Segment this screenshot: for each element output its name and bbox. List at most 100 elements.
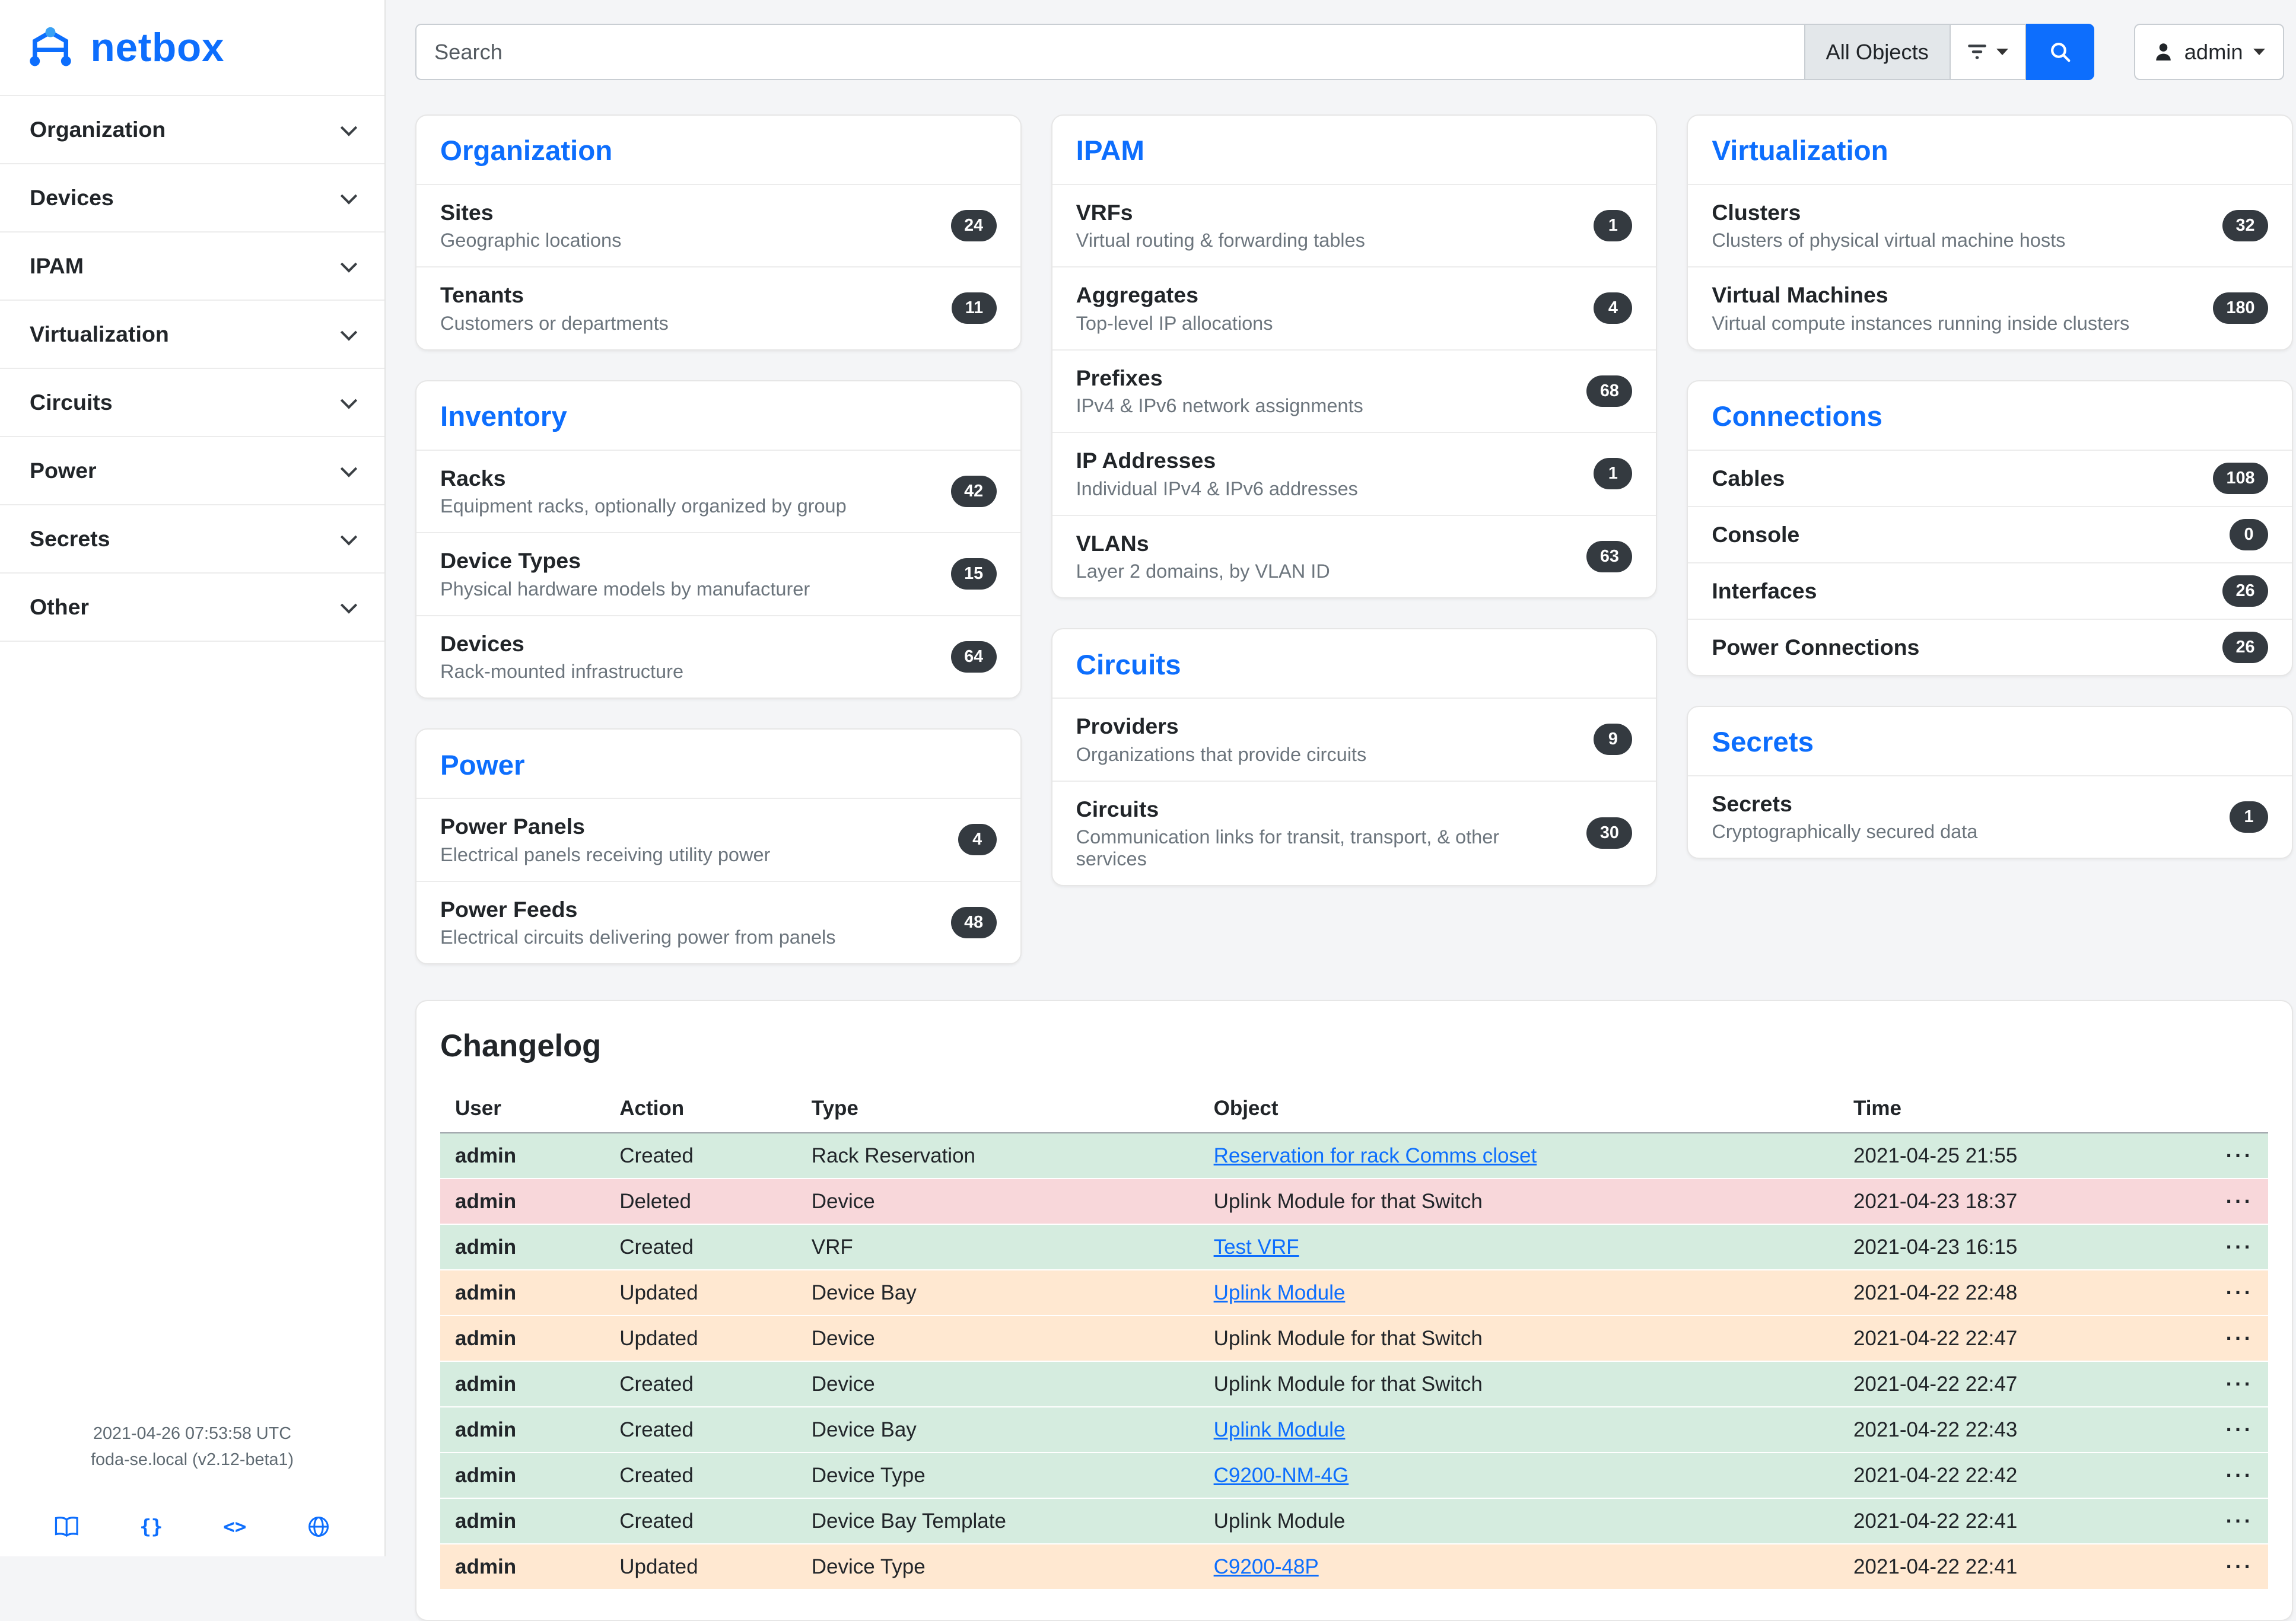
item-count-badge[interactable]: 0 <box>2230 519 2268 550</box>
item-name-link[interactable]: Interfaces <box>1712 578 1817 604</box>
dashboard-list-item[interactable]: Aggregates Top-level IP allocations 4 <box>1052 266 1656 349</box>
dashboard-list-item[interactable]: Circuits Communication links for transit… <box>1052 781 1656 886</box>
changelog-row[interactable]: admin Created Device Bay Template Uplink… <box>440 1498 2268 1544</box>
item-name-link[interactable]: Power Feeds <box>440 897 836 922</box>
dashboard-list-item[interactable]: Sites Geographic locations 24 <box>416 184 1020 267</box>
item-name-link[interactable]: Sites <box>440 200 621 225</box>
card-title-power[interactable]: Power <box>416 730 1020 798</box>
sidebar-item-devices[interactable]: Devices <box>0 164 384 233</box>
item-count-badge[interactable]: 30 <box>1586 817 1632 849</box>
changelog-object-link[interactable]: Uplink Module for that Switch <box>1214 1327 1483 1350</box>
changelog-row[interactable]: admin Created Rack Reservation Reservati… <box>440 1133 2268 1179</box>
dashboard-list-item[interactable]: Prefixes IPv4 & IPv6 network assignments… <box>1052 349 1656 432</box>
changelog-row[interactable]: admin Created VRF Test VRF 2021-04-23 16… <box>440 1224 2268 1270</box>
sidebar-item-other[interactable]: Other <box>0 574 384 642</box>
changelog-row[interactable]: admin Updated Device Bay Uplink Module 2… <box>440 1270 2268 1316</box>
item-name-link[interactable]: Virtual Machines <box>1712 282 2129 308</box>
item-count-badge[interactable]: 68 <box>1586 375 1632 407</box>
dashboard-list-item[interactable]: Devices Rack-mounted infrastructure 64 <box>416 615 1020 698</box>
changelog-object-link[interactable]: Uplink Module for that Switch <box>1214 1372 1483 1396</box>
card-title-organization[interactable]: Organization <box>416 116 1020 184</box>
dashboard-list-item[interactable]: Tenants Customers or departments 11 <box>416 266 1020 349</box>
rest-api-icon[interactable]: {} <box>139 1515 163 1538</box>
item-count-badge[interactable]: 64 <box>951 641 997 673</box>
item-name-link[interactable]: Devices <box>440 631 683 657</box>
dashboard-list-item[interactable]: Cables 108 <box>1688 450 2292 506</box>
card-title-virtualization[interactable]: Virtualization <box>1688 116 2292 184</box>
item-count-badge[interactable]: 63 <box>1586 541 1632 572</box>
row-actions-button[interactable]: ··· <box>2195 1179 2268 1224</box>
changelog-object-link[interactable]: Reservation for rack Comms closet <box>1214 1144 1537 1167</box>
changelog-object-link[interactable]: Uplink Module for that Switch <box>1214 1190 1483 1213</box>
card-title-inventory[interactable]: Inventory <box>416 381 1020 450</box>
dashboard-list-item[interactable]: Power Panels Electrical panels receiving… <box>416 798 1020 881</box>
item-count-badge[interactable]: 1 <box>2230 801 2268 833</box>
item-count-badge[interactable]: 11 <box>952 292 996 324</box>
item-count-badge[interactable]: 42 <box>951 476 997 507</box>
changelog-object-link[interactable]: Uplink Module <box>1214 1281 1346 1304</box>
item-name-link[interactable]: Power Panels <box>440 814 770 839</box>
item-count-badge[interactable]: 9 <box>1594 724 1632 755</box>
item-count-badge[interactable]: 4 <box>1594 292 1632 324</box>
row-actions-button[interactable]: ··· <box>2195 1361 2268 1407</box>
dashboard-list-item[interactable]: Interfaces 26 <box>1688 562 2292 619</box>
item-name-link[interactable]: Power Connections <box>1712 635 1919 660</box>
item-count-badge[interactable]: 1 <box>1594 210 1632 241</box>
dashboard-list-item[interactable]: IP Addresses Individual IPv4 & IPv6 addr… <box>1052 432 1656 515</box>
card-title-connections[interactable]: Connections <box>1688 381 2292 450</box>
changelog-object-link[interactable]: Uplink Module <box>1214 1418 1346 1441</box>
row-actions-button[interactable]: ··· <box>2195 1498 2268 1544</box>
item-count-badge[interactable]: 15 <box>951 558 997 590</box>
dashboard-list-item[interactable]: Power Feeds Electrical circuits deliveri… <box>416 881 1020 964</box>
changelog-object-link[interactable]: C9200-NM-4G <box>1214 1464 1349 1487</box>
sidebar-item-circuits[interactable]: Circuits <box>0 369 384 437</box>
sidebar-item-virtualization[interactable]: Virtualization <box>0 301 384 369</box>
row-actions-button[interactable]: ··· <box>2195 1316 2268 1361</box>
row-actions-button[interactable]: ··· <box>2195 1544 2268 1590</box>
item-name-link[interactable]: Tenants <box>440 282 669 308</box>
card-title-ipam[interactable]: IPAM <box>1052 116 1656 184</box>
item-count-badge[interactable]: 48 <box>951 907 997 938</box>
dashboard-list-item[interactable]: Providers Organizations that provide cir… <box>1052 698 1656 781</box>
item-count-badge[interactable]: 24 <box>951 210 997 241</box>
item-count-badge[interactable]: 32 <box>2222 210 2268 241</box>
item-name-link[interactable]: Clusters <box>1712 200 2065 225</box>
row-actions-button[interactable]: ··· <box>2195 1270 2268 1316</box>
dashboard-list-item[interactable]: Clusters Clusters of physical virtual ma… <box>1688 184 2292 267</box>
community-globe-icon[interactable] <box>307 1515 330 1539</box>
item-name-link[interactable]: Aggregates <box>1076 282 1273 308</box>
code-icon[interactable]: <> <box>223 1515 246 1538</box>
changelog-object-link[interactable]: Uplink Module <box>1214 1509 1346 1533</box>
changelog-row[interactable]: admin Created Device Uplink Module for t… <box>440 1361 2268 1407</box>
changelog-object-link[interactable]: Test VRF <box>1214 1235 1299 1259</box>
item-name-link[interactable]: Racks <box>440 466 847 491</box>
search-submit-button[interactable] <box>2026 24 2094 80</box>
changelog-row[interactable]: admin Updated Device Uplink Module for t… <box>440 1316 2268 1361</box>
item-count-badge[interactable]: 26 <box>2222 575 2268 607</box>
item-name-link[interactable]: Prefixes <box>1076 365 1363 391</box>
card-title-circuits[interactable]: Circuits <box>1052 629 1656 698</box>
item-name-link[interactable]: Circuits <box>1076 797 1572 822</box>
item-name-link[interactable]: VLANs <box>1076 531 1330 556</box>
item-name-link[interactable]: VRFs <box>1076 200 1365 225</box>
item-count-badge[interactable]: 4 <box>958 824 997 855</box>
item-name-link[interactable]: Providers <box>1076 714 1367 739</box>
item-name-link[interactable]: IP Addresses <box>1076 448 1358 473</box>
dashboard-list-item[interactable]: Virtual Machines Virtual compute instanc… <box>1688 266 2292 349</box>
search-filter-button[interactable] <box>1951 24 2026 80</box>
dashboard-list-item[interactable]: Racks Equipment racks, optionally organi… <box>416 450 1020 533</box>
card-title-secrets[interactable]: Secrets <box>1688 707 2292 775</box>
search-scope-button[interactable]: All Objects <box>1804 24 1951 80</box>
dashboard-list-item[interactable]: Console 0 <box>1688 506 2292 562</box>
item-name-link[interactable]: Cables <box>1712 466 1785 491</box>
row-actions-button[interactable]: ··· <box>2195 1407 2268 1453</box>
row-actions-button[interactable]: ··· <box>2195 1133 2268 1179</box>
item-name-link[interactable]: Console <box>1712 522 1799 547</box>
item-name-link[interactable]: Device Types <box>440 548 810 574</box>
dashboard-list-item[interactable]: VLANs Layer 2 domains, by VLAN ID 63 <box>1052 515 1656 598</box>
item-count-badge[interactable]: 108 <box>2213 463 2268 494</box>
item-name-link[interactable]: Secrets <box>1712 791 1977 817</box>
item-count-badge[interactable]: 26 <box>2222 632 2268 663</box>
netbox-logo[interactable]: netbox <box>0 0 384 95</box>
dashboard-list-item[interactable]: Device Types Physical hardware models by… <box>416 532 1020 615</box>
